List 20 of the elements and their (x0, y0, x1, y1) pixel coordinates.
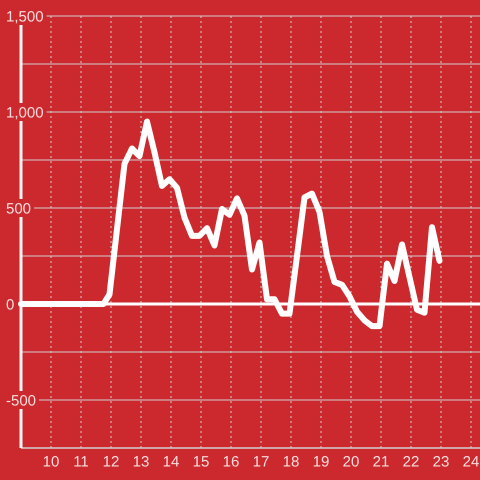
x-tick-label: 11 (73, 453, 89, 470)
x-tick-label: 10 (42, 453, 60, 470)
x-tick-label: 16 (222, 453, 240, 470)
x-tick-label: 17 (252, 453, 270, 470)
y-tick-label: 1,500 (6, 8, 44, 26)
x-tick-label: 24 (462, 453, 480, 470)
y-tick-label: 500 (6, 200, 32, 218)
y-tick-label: 1,000 (6, 104, 44, 122)
y-tick-label: 0 (6, 296, 14, 314)
x-tick-label: 14 (162, 453, 180, 470)
x-tick-label: 23 (432, 453, 450, 470)
x-tick-label: 15 (192, 453, 210, 470)
x-tick-label: 20 (342, 453, 360, 470)
x-tick-label: 22 (402, 453, 420, 470)
x-tick-label: 18 (282, 453, 300, 470)
x-tick-label: 21 (372, 453, 390, 470)
y-tick-label: -500 (6, 392, 36, 410)
x-tick-label: 19 (312, 453, 330, 470)
x-tick-label: 13 (132, 453, 150, 470)
x-tick-label: 12 (102, 453, 120, 470)
